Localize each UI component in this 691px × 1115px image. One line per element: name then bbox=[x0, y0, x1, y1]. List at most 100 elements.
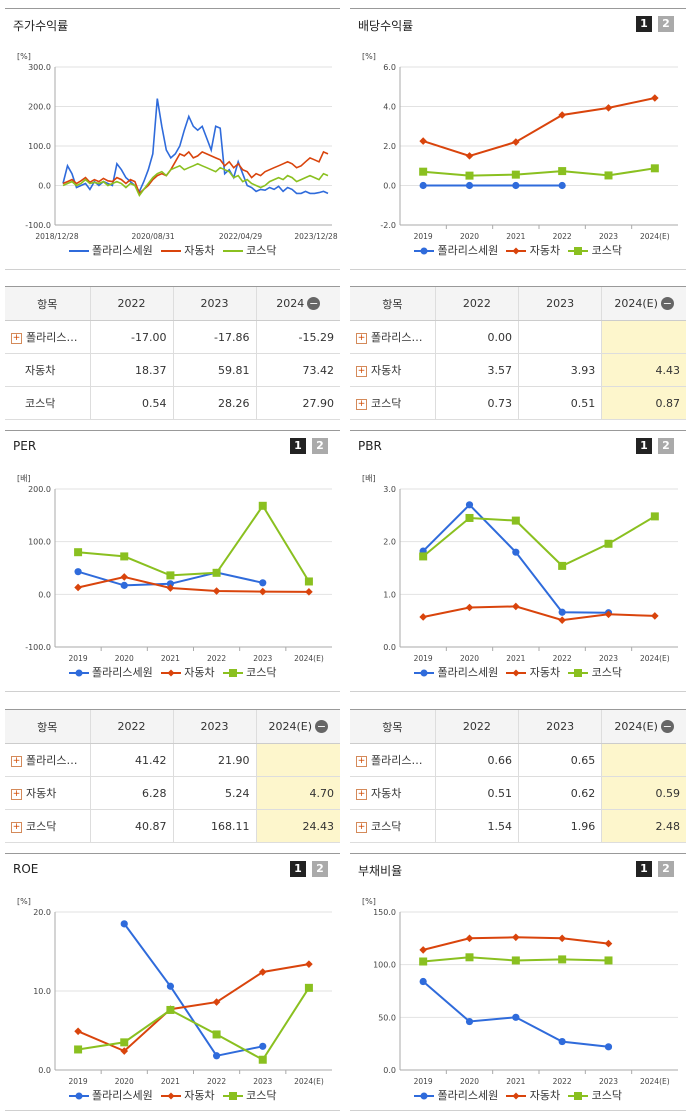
data-point bbox=[419, 613, 427, 621]
view-2-button[interactable]: 2 bbox=[312, 438, 328, 454]
row-label[interactable]: + 자동차 bbox=[350, 353, 436, 387]
legend-swatch-icon bbox=[506, 1092, 527, 1100]
legend-swatch-icon bbox=[568, 247, 589, 255]
y-tick-label: 0.0 bbox=[38, 182, 51, 191]
y-tick-label: -100.0 bbox=[25, 643, 51, 652]
data-point bbox=[305, 960, 313, 968]
y-tick-label: 200.0 bbox=[28, 485, 51, 494]
table-cell: 0.59 bbox=[601, 776, 686, 810]
collapse-icon[interactable]: − bbox=[315, 720, 329, 734]
y-tick-label: 100.0 bbox=[28, 142, 51, 151]
table-cell: 18.37 bbox=[89, 353, 173, 387]
row-label[interactable]: + 코스닥 bbox=[350, 386, 436, 420]
y-tick-label: 0.0 bbox=[38, 1066, 51, 1075]
chart-legend: 폴라리스세원 자동차 코스닥 bbox=[350, 242, 686, 258]
collapse-icon[interactable]: − bbox=[307, 297, 321, 311]
y-tick-label: 4.0 bbox=[383, 103, 396, 112]
view-2-button[interactable]: 2 bbox=[312, 861, 328, 877]
row-label[interactable]: + 폴라리스… bbox=[5, 320, 90, 354]
collapse-icon[interactable]: − bbox=[660, 297, 674, 311]
expand-icon[interactable]: + bbox=[11, 821, 22, 833]
x-tick-label: 2022 bbox=[207, 654, 226, 663]
legend-item: 코스닥 bbox=[222, 664, 276, 680]
expand-icon[interactable]: + bbox=[356, 365, 367, 377]
data-point bbox=[258, 501, 267, 510]
expand-icon[interactable]: + bbox=[356, 332, 367, 344]
expand-icon[interactable]: + bbox=[356, 755, 367, 767]
view-1-button[interactable]: 1 bbox=[636, 16, 652, 32]
view-2-button[interactable]: 2 bbox=[658, 16, 674, 32]
row-label[interactable]: + 폴라리스… bbox=[350, 320, 436, 354]
legend-swatch-icon bbox=[568, 669, 589, 677]
x-tick-label: 2024(E) bbox=[640, 654, 670, 663]
stock-return-panel: 주가수익률 [%] 300.0 200.0 100.0 0.0 -100.0 2018/12… bbox=[5, 8, 340, 270]
row-label-text: 폴라리스… bbox=[371, 331, 423, 344]
legend-item: 폴라리스세원 bbox=[414, 1087, 498, 1103]
table-header: 2024− bbox=[255, 286, 340, 321]
data-point bbox=[465, 1017, 474, 1026]
table-cell: 0.62 bbox=[517, 776, 602, 810]
data-point bbox=[212, 1052, 221, 1060]
table-header: 항목 bbox=[350, 286, 436, 321]
table-cell: 0.65 bbox=[517, 743, 602, 777]
row-label[interactable]: + 자동차 bbox=[5, 776, 90, 810]
data-point bbox=[419, 167, 428, 176]
data-point bbox=[604, 539, 613, 548]
data-point bbox=[512, 138, 520, 146]
expand-icon[interactable]: + bbox=[356, 398, 367, 410]
data-point bbox=[419, 181, 427, 190]
data-point bbox=[650, 164, 659, 173]
table-cell: 1.54 bbox=[434, 809, 519, 843]
row-label[interactable]: + 코스닥 bbox=[350, 809, 436, 843]
x-tick-label: 2023/12/28 bbox=[294, 232, 337, 241]
legend-item: 코스닥 bbox=[222, 242, 276, 258]
table-cell: 59.81 bbox=[172, 353, 256, 387]
view-1-button[interactable]: 1 bbox=[636, 438, 652, 454]
data-point bbox=[558, 1037, 566, 1046]
x-tick-label: 2023 bbox=[599, 654, 618, 663]
y-tick-label: -2.0 bbox=[380, 221, 396, 230]
row-label[interactable]: + 자동차 bbox=[350, 776, 436, 810]
legend-swatch-icon bbox=[414, 247, 435, 255]
expand-icon[interactable]: + bbox=[11, 755, 22, 767]
x-tick-label: 2019 bbox=[414, 232, 433, 241]
table-header: 2022 bbox=[434, 286, 519, 321]
y-tick-label: 100.0 bbox=[28, 538, 51, 547]
stock-return-table: 항목 2022 2023 2024− + 폴라리스… -17.00 -17.86 -15.29 자… bbox=[5, 286, 340, 420]
series-line bbox=[77, 575, 309, 593]
view-1-button[interactable]: 1 bbox=[290, 438, 306, 454]
table-cell: -15.29 bbox=[255, 320, 340, 354]
expand-icon[interactable]: + bbox=[356, 788, 367, 800]
series-line bbox=[62, 98, 329, 195]
view-2-button[interactable]: 2 bbox=[658, 438, 674, 454]
legend-item: 자동차 bbox=[160, 664, 215, 680]
expand-icon[interactable]: + bbox=[11, 332, 22, 344]
table-cell: 4.43 bbox=[601, 353, 686, 387]
row-label-text: 폴라리스… bbox=[26, 754, 78, 767]
row-label[interactable]: + 폴라리스… bbox=[350, 743, 436, 777]
view-2-button[interactable]: 2 bbox=[658, 861, 674, 877]
x-tick-label: 2019 bbox=[414, 1077, 433, 1086]
data-point bbox=[419, 946, 427, 954]
table-row: + 폴라리스… -17.00 -17.86 -15.29 bbox=[5, 320, 340, 354]
collapse-icon[interactable]: − bbox=[660, 720, 674, 734]
view-1-button[interactable]: 1 bbox=[636, 861, 652, 877]
data-point bbox=[651, 612, 659, 620]
y-tick-label: 10.0 bbox=[33, 987, 51, 996]
expand-icon[interactable]: + bbox=[356, 821, 367, 833]
y-tick-label: 0.0 bbox=[38, 590, 51, 599]
data-point bbox=[305, 588, 313, 596]
data-point bbox=[465, 171, 474, 180]
y-tick-label: 2.0 bbox=[383, 142, 396, 151]
row-label[interactable]: + 폴라리스… bbox=[5, 743, 90, 777]
view-1-button[interactable]: 1 bbox=[290, 861, 306, 877]
row-label[interactable]: + 코스닥 bbox=[5, 809, 90, 843]
x-tick-label: 2020/08/31 bbox=[131, 232, 174, 241]
expand-icon[interactable]: + bbox=[11, 788, 22, 800]
series-line bbox=[422, 605, 655, 622]
x-tick-label: 2020 bbox=[115, 654, 134, 663]
data-point bbox=[74, 583, 82, 592]
x-tick-label: 2021 bbox=[161, 654, 180, 663]
data-point bbox=[465, 953, 474, 962]
data-point bbox=[511, 170, 520, 179]
